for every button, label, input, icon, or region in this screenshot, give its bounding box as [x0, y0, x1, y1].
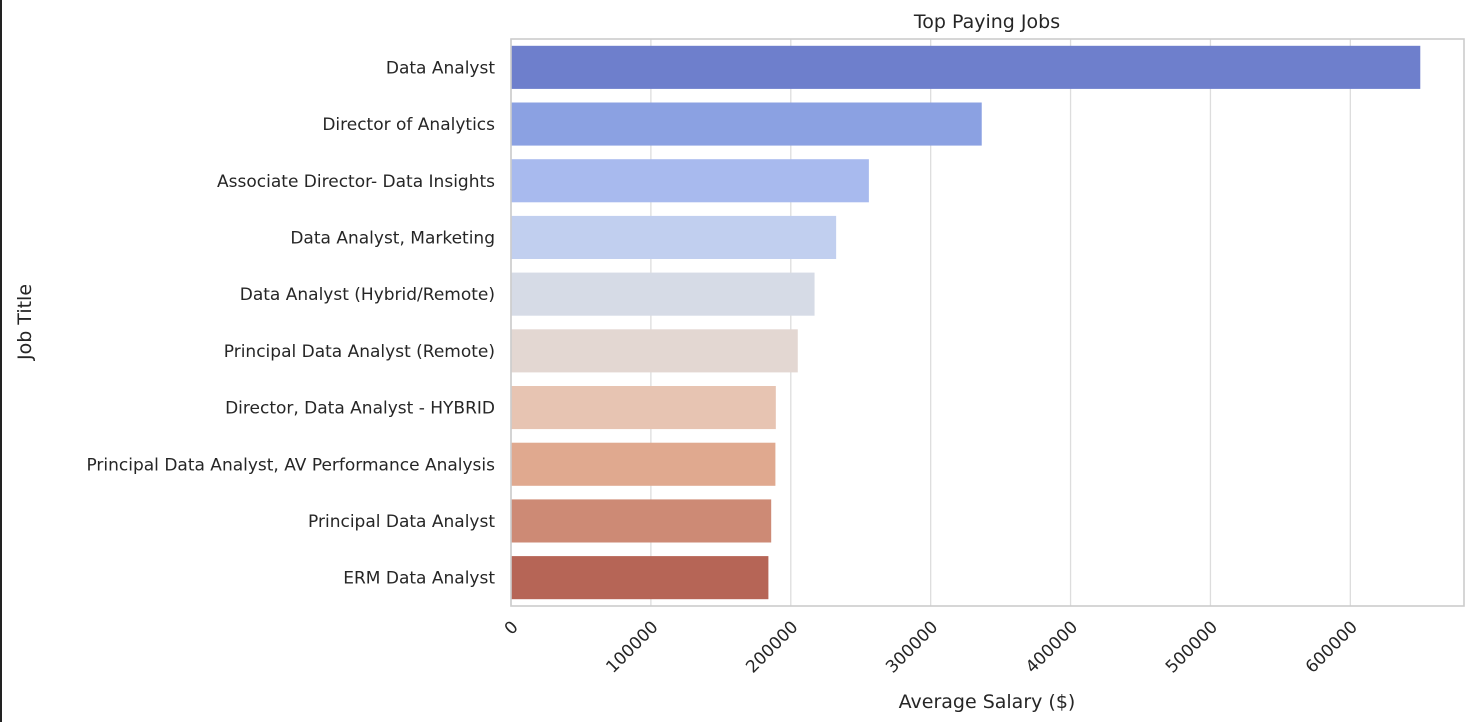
y-tick-labels: Data Analyst Director of Analytics Associa…: [86, 58, 495, 588]
x-tick-label: 600000: [1302, 617, 1362, 677]
y-tick-label: Director of Analytics: [322, 115, 495, 135]
y-tick-label: Principal Data Analyst (Remote): [224, 342, 495, 362]
bar: [511, 272, 815, 316]
y-tick-label: Data Analyst: [386, 58, 495, 78]
bar: [511, 556, 769, 600]
bar: [511, 215, 837, 259]
bar: [511, 102, 982, 146]
bar: [511, 45, 1421, 89]
bar: [511, 159, 869, 203]
y-tick-label: Principal Data Analyst, AV Performance A…: [86, 455, 495, 475]
bars: [511, 45, 1421, 600]
y-tick-label: Data Analyst, Marketing: [290, 228, 495, 248]
x-tick-label: 400000: [1022, 617, 1082, 677]
x-tick-labels: 0 100000 200000 300000 400000 500000 600000: [501, 617, 1362, 677]
bar: [511, 442, 776, 486]
y-tick-label: Associate Director- Data Insights: [217, 172, 495, 192]
x-tick-label: 300000: [882, 617, 942, 677]
y-tick-label: ERM Data Analyst: [343, 569, 495, 589]
x-tick-label: 500000: [1162, 617, 1222, 677]
bar: [511, 386, 776, 430]
bar: [511, 499, 772, 543]
x-tick-label: 200000: [742, 617, 802, 677]
plot-border: [510, 38, 1465, 607]
y-tick-label: Data Analyst (Hybrid/Remote): [240, 285, 495, 305]
bar: [511, 329, 798, 373]
x-tick-label: 100000: [602, 617, 662, 677]
chart-title: Top Paying Jobs: [913, 11, 1060, 33]
x-tick-label: 0: [501, 617, 523, 639]
y-tick-label: Director, Data Analyst - HYBRID: [225, 399, 495, 419]
y-axis-label: Job Title: [14, 284, 36, 361]
x-axis-label: Average Salary ($): [899, 691, 1076, 713]
y-tick-label: Principal Data Analyst: [308, 512, 495, 532]
